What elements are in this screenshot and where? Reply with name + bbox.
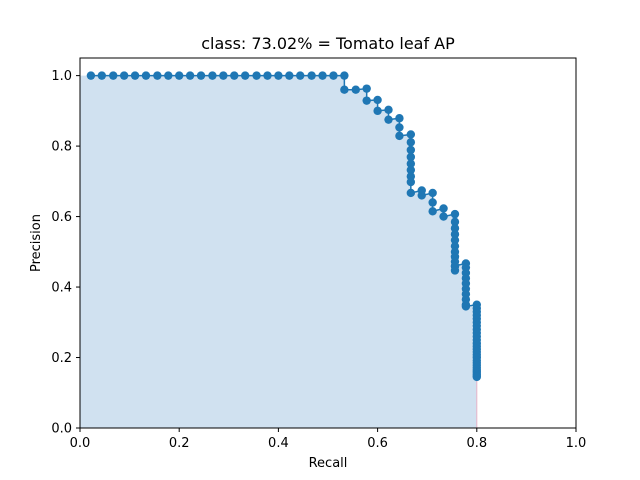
- data-point: [119, 71, 129, 80]
- data-point: [196, 71, 206, 80]
- data-point: [153, 71, 162, 80]
- x-tick-label: 0.0: [70, 436, 91, 451]
- data-point: [307, 71, 316, 80]
- data-point: [472, 372, 481, 382]
- x-tick-label: 1.0: [566, 436, 587, 451]
- data-point: [406, 188, 416, 198]
- x-tick-label: 0.4: [268, 436, 289, 451]
- data-point: [263, 71, 272, 80]
- data-point: [109, 71, 118, 80]
- data-point: [395, 123, 404, 132]
- data-point: [340, 85, 349, 94]
- data-point: [439, 212, 448, 221]
- data-point: [240, 71, 250, 80]
- data-point: [450, 224, 460, 233]
- y-tick-label: 0.8: [51, 140, 72, 155]
- data-point: [208, 71, 217, 80]
- data-point: [450, 217, 460, 227]
- data-point: [329, 71, 338, 80]
- x-tick-label: 0.8: [466, 436, 487, 451]
- data-point: [219, 71, 228, 80]
- data-point: [439, 204, 448, 213]
- data-point: [395, 131, 404, 141]
- data-point: [97, 71, 107, 80]
- x-tick-label: 0.6: [367, 436, 388, 451]
- data-point: [86, 71, 96, 80]
- data-point: [395, 114, 404, 123]
- data-point: [362, 84, 371, 93]
- data-point: [428, 198, 437, 207]
- data-point: [384, 105, 393, 115]
- data-point: [461, 302, 471, 311]
- x-tick-label: 0.2: [169, 436, 190, 451]
- data-point: [450, 261, 460, 271]
- data-point: [450, 235, 460, 245]
- y-tick-label: 0.4: [51, 281, 72, 296]
- data-point: [417, 191, 426, 200]
- y-tick-label: 0.6: [51, 210, 72, 225]
- data-point: [406, 138, 416, 147]
- data-point: [450, 229, 460, 239]
- data-point: [252, 71, 261, 80]
- data-point: [185, 71, 195, 80]
- chart-title: class: 73.02% = Tomato leaf AP: [201, 34, 455, 53]
- data-point: [362, 96, 371, 105]
- data-point: [164, 71, 173, 80]
- y-tick-label: 0.2: [51, 351, 72, 366]
- y-tick-label: 0.0: [51, 422, 72, 437]
- data-point: [373, 95, 382, 105]
- data-point: [406, 130, 416, 139]
- data-point: [130, 71, 140, 80]
- data-point: [373, 106, 382, 116]
- data-point: [450, 209, 460, 219]
- data-point: [406, 145, 416, 155]
- data-point: [406, 165, 416, 175]
- data-point: [274, 71, 283, 80]
- data-point: [318, 71, 327, 80]
- y-axis-label: Precision: [29, 214, 44, 272]
- data-point: [406, 159, 416, 168]
- data-point: [406, 177, 416, 187]
- plot-frame: [79, 57, 577, 429]
- data-point: [230, 71, 239, 80]
- data-point: [351, 85, 360, 94]
- data-point: [296, 71, 305, 80]
- data-point: [141, 71, 151, 80]
- area-under-curve: [80, 75, 477, 428]
- x-axis-label: Recall: [309, 456, 348, 471]
- data-point: [406, 152, 416, 162]
- y-tick-label: 1.0: [51, 69, 72, 84]
- data-point: [340, 71, 349, 80]
- data-point: [384, 115, 393, 124]
- data-point: [428, 188, 437, 198]
- data-point: [428, 207, 437, 216]
- data-point: [175, 71, 184, 80]
- data-point: [285, 71, 294, 80]
